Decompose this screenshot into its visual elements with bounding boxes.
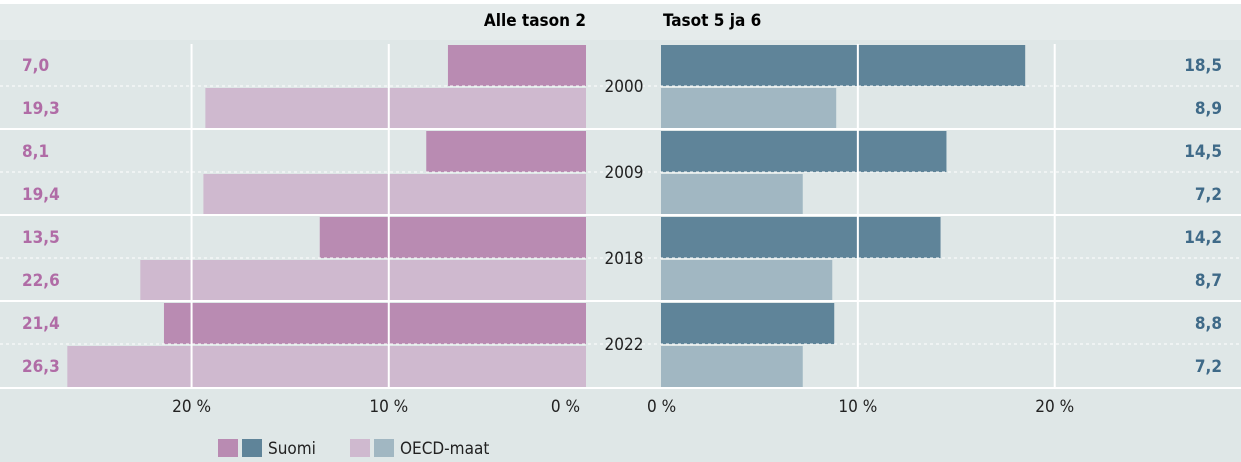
category-label: 2009	[605, 163, 644, 183]
x-tick-label: 0 %	[551, 397, 580, 417]
bar	[205, 88, 586, 129]
panel-title: Alle tason 2	[484, 11, 586, 31]
legend-swatch	[350, 439, 370, 457]
x-tick-label: 10 %	[369, 397, 408, 417]
bar	[163, 303, 587, 344]
bar	[661, 88, 837, 129]
value-label: 8,7	[1195, 271, 1222, 291]
category-label: 2000	[605, 77, 644, 97]
legend-label: OECD-maat	[400, 439, 489, 459]
value-label: 8,1	[22, 142, 49, 162]
bar	[319, 217, 586, 258]
panel-title: Tasot 5 ja 6	[663, 11, 761, 31]
value-label: 19,3	[22, 99, 60, 119]
x-tick-label: 0 %	[647, 397, 676, 417]
header-band	[0, 4, 1241, 40]
category-label: 2022	[605, 335, 644, 355]
bar	[447, 45, 586, 86]
bar	[661, 346, 803, 387]
category-label: 2018	[605, 249, 644, 269]
bar	[426, 131, 586, 172]
x-tick-label: 20 %	[172, 397, 211, 417]
value-label: 13,5	[22, 228, 60, 248]
value-label: 22,6	[22, 271, 60, 291]
bar	[661, 260, 833, 301]
value-label: 7,0	[22, 56, 49, 76]
value-label: 14,2	[1184, 228, 1222, 248]
bar	[661, 131, 947, 172]
bar	[661, 45, 1026, 86]
bar	[67, 346, 587, 387]
legend-swatch	[242, 439, 262, 457]
value-label: 14,5	[1184, 142, 1222, 162]
value-label: 18,5	[1184, 56, 1222, 76]
value-label: 8,9	[1195, 99, 1222, 119]
legend-label: Suomi	[268, 439, 316, 459]
x-tick-label: 20 %	[1035, 397, 1074, 417]
legend-swatch	[374, 439, 394, 457]
value-label: 21,4	[22, 314, 60, 334]
bar	[661, 174, 803, 215]
value-label: 7,2	[1195, 357, 1222, 377]
value-label: 19,4	[22, 185, 60, 205]
value-label: 26,3	[22, 357, 60, 377]
value-label: 8,8	[1195, 314, 1222, 334]
bar	[661, 217, 941, 258]
x-tick-label: 10 %	[838, 397, 877, 417]
legend-swatch	[218, 439, 238, 457]
bar	[661, 303, 835, 344]
bar	[203, 174, 587, 215]
value-label: 7,2	[1195, 185, 1222, 205]
bar	[140, 260, 586, 301]
